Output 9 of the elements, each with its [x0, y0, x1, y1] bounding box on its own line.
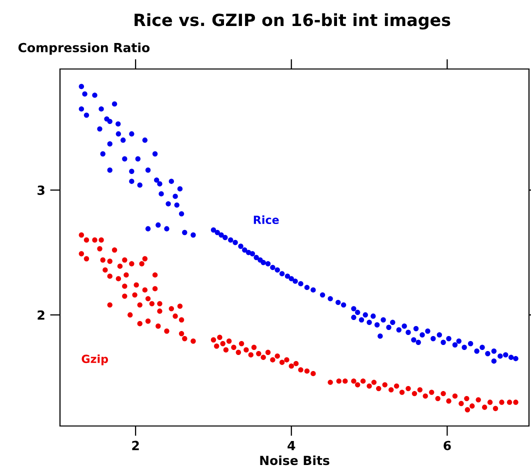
chart-title: Rice vs. GZIP on 16-bit int images	[134, 13, 450, 30]
x-axis-title: Noise Bits	[260, 455, 330, 466]
x-tick-label: 6	[444, 440, 451, 450]
y-tick-label: 3	[38, 186, 44, 196]
text: Gzip	[82, 354, 108, 366]
y-axis-title: Compression Ratio	[18, 42, 150, 55]
text: Rice	[254, 215, 279, 224]
x-tick-label: 2	[132, 440, 139, 450]
x-tick-label: 4	[288, 440, 296, 450]
